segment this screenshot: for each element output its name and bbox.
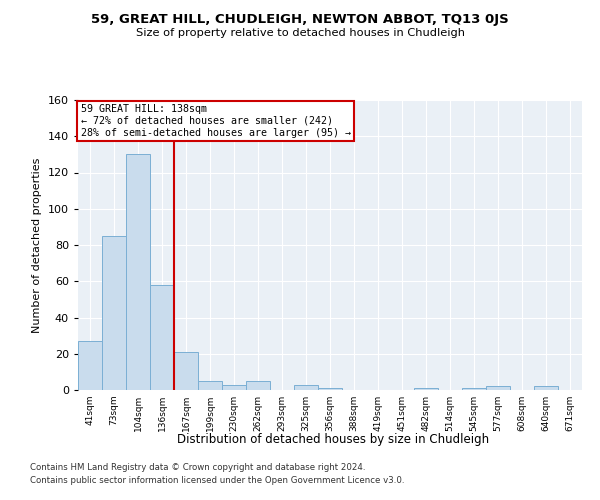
Bar bbox=[222, 384, 246, 390]
Bar bbox=[294, 384, 318, 390]
Text: Contains public sector information licensed under the Open Government Licence v3: Contains public sector information licen… bbox=[30, 476, 404, 485]
Y-axis label: Number of detached properties: Number of detached properties bbox=[32, 158, 42, 332]
Text: Size of property relative to detached houses in Chudleigh: Size of property relative to detached ho… bbox=[136, 28, 464, 38]
Bar bbox=[318, 388, 342, 390]
Bar bbox=[486, 386, 510, 390]
Bar bbox=[414, 388, 438, 390]
Bar bbox=[150, 285, 174, 390]
Bar bbox=[102, 236, 126, 390]
Text: Distribution of detached houses by size in Chudleigh: Distribution of detached houses by size … bbox=[177, 432, 489, 446]
Bar bbox=[534, 386, 558, 390]
Bar bbox=[174, 352, 198, 390]
Bar bbox=[246, 381, 270, 390]
Bar bbox=[462, 388, 486, 390]
Text: 59, GREAT HILL, CHUDLEIGH, NEWTON ABBOT, TQ13 0JS: 59, GREAT HILL, CHUDLEIGH, NEWTON ABBOT,… bbox=[91, 12, 509, 26]
Bar bbox=[78, 341, 102, 390]
Text: Contains HM Land Registry data © Crown copyright and database right 2024.: Contains HM Land Registry data © Crown c… bbox=[30, 464, 365, 472]
Text: 59 GREAT HILL: 138sqm
← 72% of detached houses are smaller (242)
28% of semi-det: 59 GREAT HILL: 138sqm ← 72% of detached … bbox=[80, 104, 350, 138]
Bar bbox=[198, 381, 222, 390]
Bar bbox=[126, 154, 150, 390]
